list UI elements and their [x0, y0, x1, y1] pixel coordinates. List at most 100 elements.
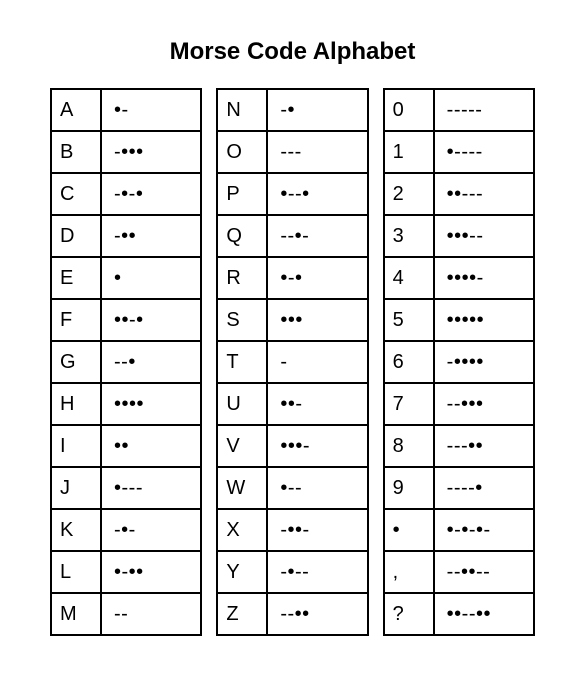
- char-cell: •: [384, 509, 434, 551]
- morse-cell: --•: [101, 341, 201, 383]
- morse-cell: •--•: [267, 173, 367, 215]
- table-row: H••••U••-7--•••: [51, 383, 534, 425]
- column-gap: [201, 89, 217, 131]
- char-cell: 5: [384, 299, 434, 341]
- column-gap: [201, 593, 217, 635]
- char-cell: 3: [384, 215, 434, 257]
- column-gap: [201, 383, 217, 425]
- char-cell: C: [51, 173, 101, 215]
- morse-cell: •-•-•-: [434, 509, 534, 551]
- char-cell: B: [51, 131, 101, 173]
- char-cell: 9: [384, 467, 434, 509]
- morse-cell: -•-•: [101, 173, 201, 215]
- morse-cell: ---: [267, 131, 367, 173]
- morse-cell: ••-: [267, 383, 367, 425]
- char-cell: Q: [217, 215, 267, 257]
- morse-cell: --: [101, 593, 201, 635]
- column-gap: [201, 509, 217, 551]
- char-cell: L: [51, 551, 101, 593]
- column-gap: [201, 215, 217, 257]
- char-cell: G: [51, 341, 101, 383]
- table-row: A•- N-• 0-----: [51, 89, 534, 131]
- column-gap: [201, 551, 217, 593]
- column-gap: [368, 173, 384, 215]
- morse-cell: •: [101, 257, 201, 299]
- morse-cell: •••: [267, 299, 367, 341]
- morse-cell: --•-: [267, 215, 367, 257]
- column-gap: [368, 257, 384, 299]
- char-cell: F: [51, 299, 101, 341]
- column-gap: [368, 509, 384, 551]
- char-cell: 6: [384, 341, 434, 383]
- column-gap: [368, 215, 384, 257]
- morse-code-page: Morse Code Alphabet A•-N-•0-----B-•••O--…: [0, 0, 585, 690]
- morse-cell: ••••: [101, 383, 201, 425]
- char-cell: ?: [384, 593, 434, 635]
- morse-cell: •--: [267, 467, 367, 509]
- column-gap: [201, 131, 217, 173]
- morse-cell: ••--••: [434, 593, 534, 635]
- table-row: E•R•-•4••••-: [51, 257, 534, 299]
- morse-cell: ••: [101, 425, 201, 467]
- morse-cell: --•••: [434, 383, 534, 425]
- morse-table: A•-N-•0-----B-•••O---1•----C-•-•P•--•2••…: [50, 88, 535, 636]
- table-row: J•---W•--9----•: [51, 467, 534, 509]
- char-cell: E: [51, 257, 101, 299]
- column-gap: [368, 593, 384, 635]
- morse-cell: -•••: [101, 131, 201, 173]
- morse-cell: ---••: [434, 425, 534, 467]
- column-gap: [201, 341, 217, 383]
- char-cell: ,: [384, 551, 434, 593]
- morse-cell: •-: [101, 89, 201, 131]
- column-gap: [368, 341, 384, 383]
- table-row: K-•-X-••-••-•-•-: [51, 509, 534, 551]
- column-gap: [201, 173, 217, 215]
- char-cell: H: [51, 383, 101, 425]
- char-cell: A: [51, 89, 101, 131]
- char-cell: N: [217, 89, 267, 131]
- morse-cell: -•-: [101, 509, 201, 551]
- morse-cell: --••--: [434, 551, 534, 593]
- column-gap: [201, 425, 217, 467]
- column-gap: [368, 425, 384, 467]
- char-cell: Y: [217, 551, 267, 593]
- table-row: B-•••O---1•----: [51, 131, 534, 173]
- table-row: F••-• S••• 5•••••: [51, 299, 534, 341]
- table-row: C-•-•P•--•2••---: [51, 173, 534, 215]
- morse-cell: -••: [101, 215, 201, 257]
- morse-cell: -••-: [267, 509, 367, 551]
- page-title: Morse Code Alphabet: [50, 38, 535, 66]
- char-cell: 0: [384, 89, 434, 131]
- morse-cell: ••-•: [101, 299, 201, 341]
- char-cell: 8: [384, 425, 434, 467]
- table-row: M--Z--••?••--••: [51, 593, 534, 635]
- morse-cell: •••••: [434, 299, 534, 341]
- char-cell: T: [217, 341, 267, 383]
- column-gap: [368, 89, 384, 131]
- char-cell: S: [217, 299, 267, 341]
- char-cell: K: [51, 509, 101, 551]
- table-row: G--•T-6-••••: [51, 341, 534, 383]
- column-gap: [201, 467, 217, 509]
- column-gap: [368, 551, 384, 593]
- morse-cell: •-••: [101, 551, 201, 593]
- char-cell: D: [51, 215, 101, 257]
- morse-cell: -----: [434, 89, 534, 131]
- morse-cell: -•: [267, 89, 367, 131]
- table-row: I••V•••-8---••: [51, 425, 534, 467]
- char-cell: V: [217, 425, 267, 467]
- char-cell: 4: [384, 257, 434, 299]
- morse-cell: -•--: [267, 551, 367, 593]
- char-cell: 2: [384, 173, 434, 215]
- column-gap: [368, 467, 384, 509]
- char-cell: I: [51, 425, 101, 467]
- morse-cell: •----: [434, 131, 534, 173]
- morse-cell: ----•: [434, 467, 534, 509]
- char-cell: W: [217, 467, 267, 509]
- table-row: D-••Q--•-3•••--: [51, 215, 534, 257]
- char-cell: O: [217, 131, 267, 173]
- table-row: L•-•• Y-•--,--••--: [51, 551, 534, 593]
- column-gap: [201, 257, 217, 299]
- column-gap: [368, 299, 384, 341]
- morse-cell: -••••: [434, 341, 534, 383]
